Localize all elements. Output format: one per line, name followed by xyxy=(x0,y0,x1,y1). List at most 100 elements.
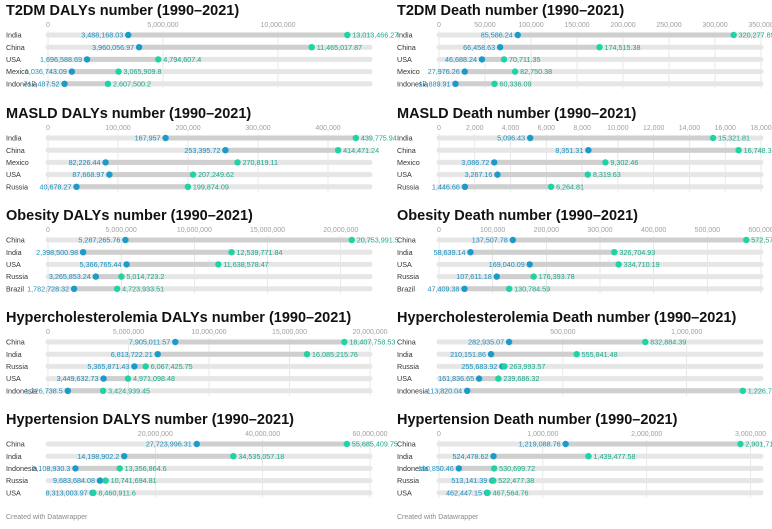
row-label: USA xyxy=(6,170,21,179)
dot-2021 xyxy=(184,183,192,190)
row-label: Russia xyxy=(397,362,419,371)
row-label: India xyxy=(6,31,22,40)
chart-panel: MASLD Death number (1990–2021) 0 2,000 4,00… xyxy=(397,106,772,192)
value-label-1990: 169,040.09 xyxy=(489,260,525,269)
tick-label: 5,000,000 xyxy=(106,227,137,234)
row-label: India xyxy=(397,350,413,359)
tick-label: 20,000,000 xyxy=(323,227,358,234)
value-label-2021: 20,753,991.5 xyxy=(357,236,399,245)
row-label: Mexico xyxy=(397,158,420,167)
value-label-2021: 1,439,477.58 xyxy=(594,452,636,461)
tick-label: 2,000 xyxy=(466,125,484,132)
value-label-2021: 3,424,939.45 xyxy=(108,386,150,395)
value-label-1990: 255,683.92 xyxy=(461,362,497,371)
dot-1990 xyxy=(61,80,68,88)
dot-2021 xyxy=(116,465,123,472)
dot-1990 xyxy=(514,31,521,39)
row-label: USA xyxy=(397,170,412,179)
value-label-2021: 12,539,771.84 xyxy=(237,248,283,257)
dot-1990 xyxy=(487,351,495,358)
dot-2021 xyxy=(104,80,112,88)
chart-panel: T2DM Death number (1990–2021) 0 50,000 100,… xyxy=(397,3,772,89)
row-label: Russia xyxy=(397,476,419,485)
value-label-1990: 3,449,632.73 xyxy=(57,374,99,383)
row-label: China xyxy=(6,236,25,245)
value-label-2021: 16,085,215.76 xyxy=(312,350,358,359)
value-label-2021: 11,465,017.87 xyxy=(317,43,362,52)
dot-2021 xyxy=(530,273,537,280)
value-label-1990: 1,696,588.69 xyxy=(40,55,82,64)
tick-label: 0 xyxy=(437,431,441,438)
value-label-1990: 1,226,738.5 xyxy=(25,386,63,395)
value-label-2021: 8,460,911.6 xyxy=(98,488,135,497)
dot-2021 xyxy=(234,159,241,166)
dot-1990 xyxy=(467,249,474,256)
row-label: China xyxy=(6,440,25,449)
tick-label: 0 xyxy=(437,227,441,234)
value-label-1990: 6,813,722.21 xyxy=(111,350,153,359)
value-label-2021: 174,515.38 xyxy=(605,43,641,52)
dot-1990 xyxy=(526,261,533,268)
tick-label: 14,000 xyxy=(679,125,701,132)
tick-label: 15,000,000 xyxy=(272,329,307,336)
row-label: India xyxy=(397,31,413,40)
row-label: India xyxy=(6,350,22,359)
value-label-2021: 522,477.38 xyxy=(498,476,534,485)
tick-label: 2,000,000 xyxy=(631,431,662,438)
dot-2021 xyxy=(602,159,609,166)
dot-2021 xyxy=(743,236,750,244)
dot-1990 xyxy=(222,147,229,154)
dot-2021 xyxy=(511,68,519,75)
dot-2021 xyxy=(547,183,555,190)
value-label-2021: 5,014,723.2 xyxy=(126,272,164,281)
chart-panel: T2DM DALYs number (1990–2021) 0 5,000,000 1… xyxy=(6,3,398,89)
value-label-2021: 4,723,933.51 xyxy=(122,284,164,293)
value-label-2021: 82,750.38 xyxy=(520,67,552,76)
value-label-2021: 2,607,500.2 xyxy=(113,79,151,88)
row-label: India xyxy=(6,248,22,257)
dot-1990 xyxy=(461,285,468,292)
panel-title: Hypertension Death number (1990–2021) xyxy=(397,412,678,428)
value-label-1990: 85,586.24 xyxy=(481,31,513,40)
chart-panel: Hypertension DALYS number (1990–2021) 20,… xyxy=(6,412,398,498)
dot-2021 xyxy=(484,489,491,496)
value-label-2021: 16,748.37 xyxy=(744,146,772,155)
dot-2021 xyxy=(124,375,132,382)
dot-1990 xyxy=(123,261,130,268)
value-label-2021: 60,336.09 xyxy=(500,79,532,88)
value-label-1990: 1,782,728.32 xyxy=(27,284,69,293)
dot-2021 xyxy=(343,440,351,448)
value-label-2021: 13,356,864.6 xyxy=(125,464,167,473)
value-label-2021: 320,277.89 xyxy=(739,31,772,40)
value-label-2021: 13,013,466.27 xyxy=(352,31,398,40)
dot-2021 xyxy=(230,453,237,460)
dot-2021 xyxy=(500,56,508,63)
tick-label: 0 xyxy=(46,125,50,132)
tick-label: 300,000 xyxy=(245,125,270,132)
panel-title: T2DM DALYs number (1990–2021) xyxy=(6,3,239,19)
dot-1990 xyxy=(92,273,100,280)
value-label-1990: 7,905,011.57 xyxy=(129,338,170,347)
value-label-1990: 137,507.78 xyxy=(472,236,508,245)
dot-2021 xyxy=(730,31,737,39)
dot-1990 xyxy=(72,465,79,472)
dot-1990 xyxy=(509,236,516,244)
dot-2021 xyxy=(352,134,360,142)
value-label-2021: 439,775.94 xyxy=(361,134,397,143)
dot-2021 xyxy=(491,80,498,88)
value-label-1990: 58,639.14 xyxy=(433,248,465,257)
value-label-1990: 82,226.44 xyxy=(69,158,101,167)
row-label: USA xyxy=(397,260,412,269)
dot-2021 xyxy=(90,489,97,496)
dot-1990 xyxy=(494,171,501,178)
value-label-1990: 14,198,902.2 xyxy=(77,452,119,461)
value-label-1990: 47,409.38 xyxy=(427,284,459,293)
dot-2021 xyxy=(739,387,747,394)
dot-2021 xyxy=(501,363,508,370)
dot-1990 xyxy=(64,387,71,394)
value-label-1990: 27,723,996.31 xyxy=(146,440,192,449)
value-label-1990: 87,668.97 xyxy=(72,170,104,179)
value-label-2021: 3,065,909.8 xyxy=(124,67,162,76)
row-label: India xyxy=(6,134,22,143)
